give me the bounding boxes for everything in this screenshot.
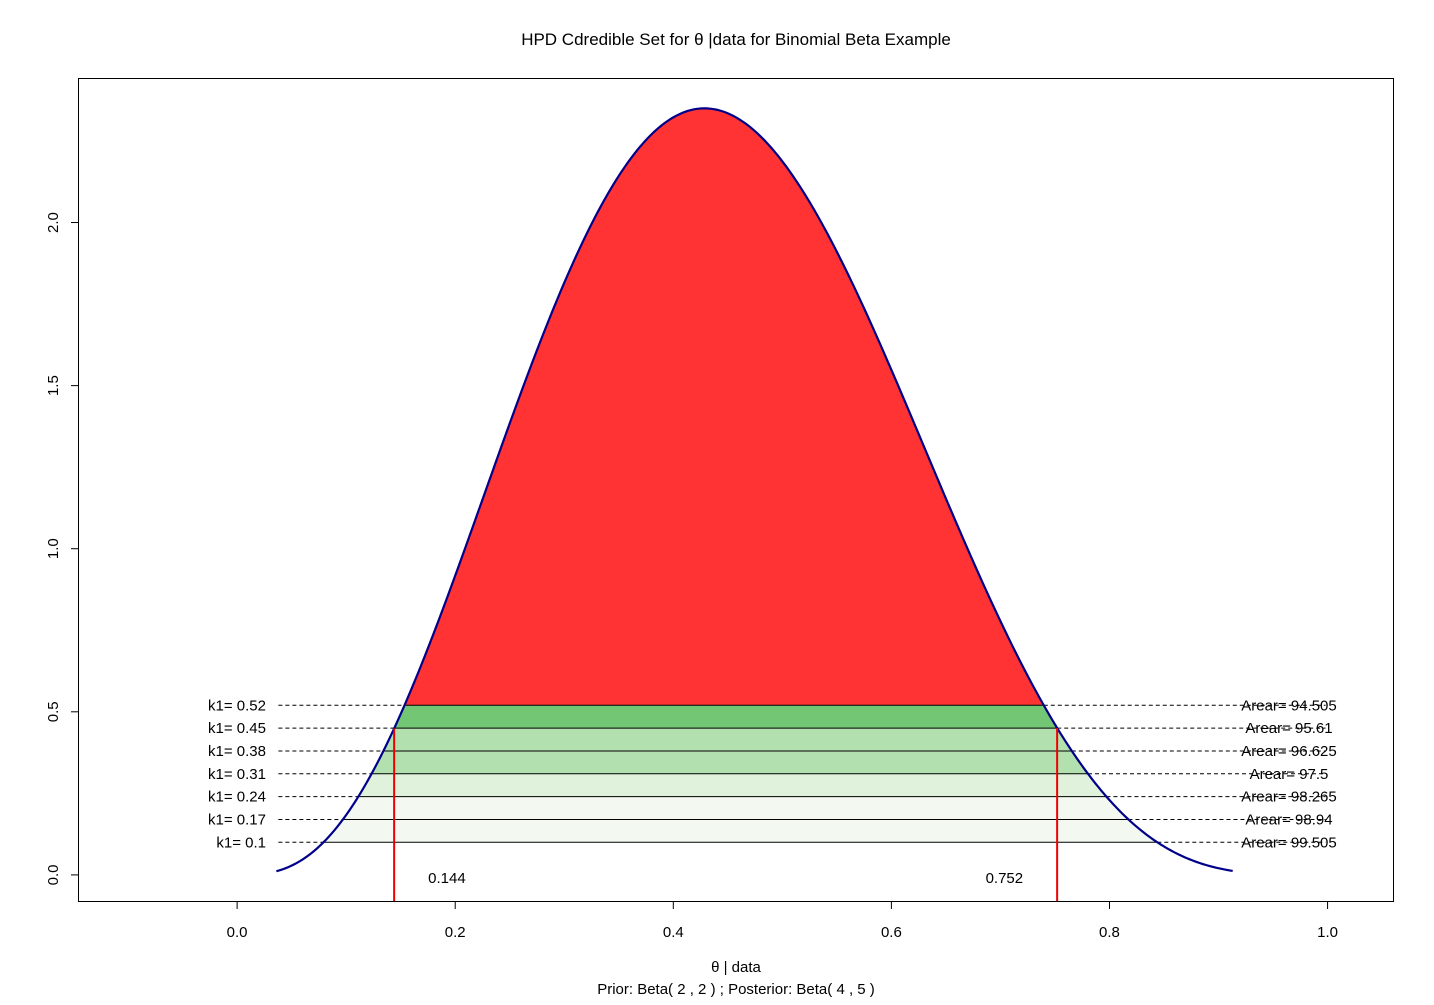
hpd-top-region (404, 108, 1044, 706)
level-band (358, 773, 1107, 797)
x-axis: 0.0 0.2 0.4 0.6 0.8 1.0 (227, 901, 1338, 941)
y-tick-label: 1.0 (45, 538, 62, 559)
level-band (383, 728, 1072, 751)
level-band (342, 796, 1129, 820)
k-level-label: k1= 0.31 (208, 766, 266, 783)
k-level-label: k1= 0.24 (208, 789, 266, 806)
area-level-label: Arear= 98.265 (1241, 789, 1337, 806)
density-fills (323, 108, 1158, 843)
area-level-label: Arear= 97.5 (1250, 766, 1329, 783)
level-band (371, 750, 1088, 774)
y-tick-label: 0.0 (45, 864, 62, 885)
k-level-label: k1= 0.45 (208, 720, 266, 737)
x-tick-label: 0.4 (663, 924, 684, 941)
y-axis: 0.0 0.5 1.0 1.5 2.0 (45, 212, 79, 885)
k-level-label: k1= 0.38 (208, 743, 266, 760)
x-tick-label: 0.0 (227, 924, 248, 941)
hpd-bound-lines: 0.144 0.752 (393, 727, 1059, 901)
x-axis-title: θ | data (711, 959, 761, 976)
level-band (394, 705, 1058, 729)
k-level-label: k1= 0.52 (208, 697, 266, 714)
density-curve-group (276, 107, 1233, 873)
hpd-lower-label: 0.144 (428, 870, 466, 887)
area-level-label: Arear= 94.505 (1241, 697, 1337, 714)
k-level-label: k1= 0.1 (216, 834, 266, 851)
x-axis-subtitle: Prior: Beta( 2 , 2 ) ; Posterior: Beta( … (597, 981, 875, 998)
level-band (323, 819, 1158, 843)
level-lines (278, 704, 1326, 843)
x-tick-label: 0.2 (445, 924, 466, 941)
y-tick-label: 2.0 (45, 212, 62, 233)
y-tick-label: 0.5 (45, 701, 62, 722)
y-tick-label: 1.5 (45, 375, 62, 396)
x-tick-label: 0.6 (881, 924, 902, 941)
density-curve (276, 107, 1233, 873)
x-tick-label: 0.8 (1099, 924, 1120, 941)
area-level-label: Arear= 96.625 (1241, 743, 1337, 760)
area-level-label: Arear= 99.505 (1241, 834, 1337, 851)
area-level-label: Arear= 98.94 (1245, 811, 1332, 828)
level-labels: k1= 0.52 Arear= 94.505 k1= 0.45 Arear= 95.6… (208, 697, 1337, 851)
x-tick-label: 1.0 (1317, 924, 1338, 941)
chart-title: HPD Cdredible Set for θ |data for Binomi… (521, 30, 951, 49)
hpd-upper-label: 0.752 (986, 870, 1024, 887)
area-level-label: Arear= 95.61 (1245, 720, 1332, 737)
k-level-label: k1= 0.17 (208, 811, 266, 828)
